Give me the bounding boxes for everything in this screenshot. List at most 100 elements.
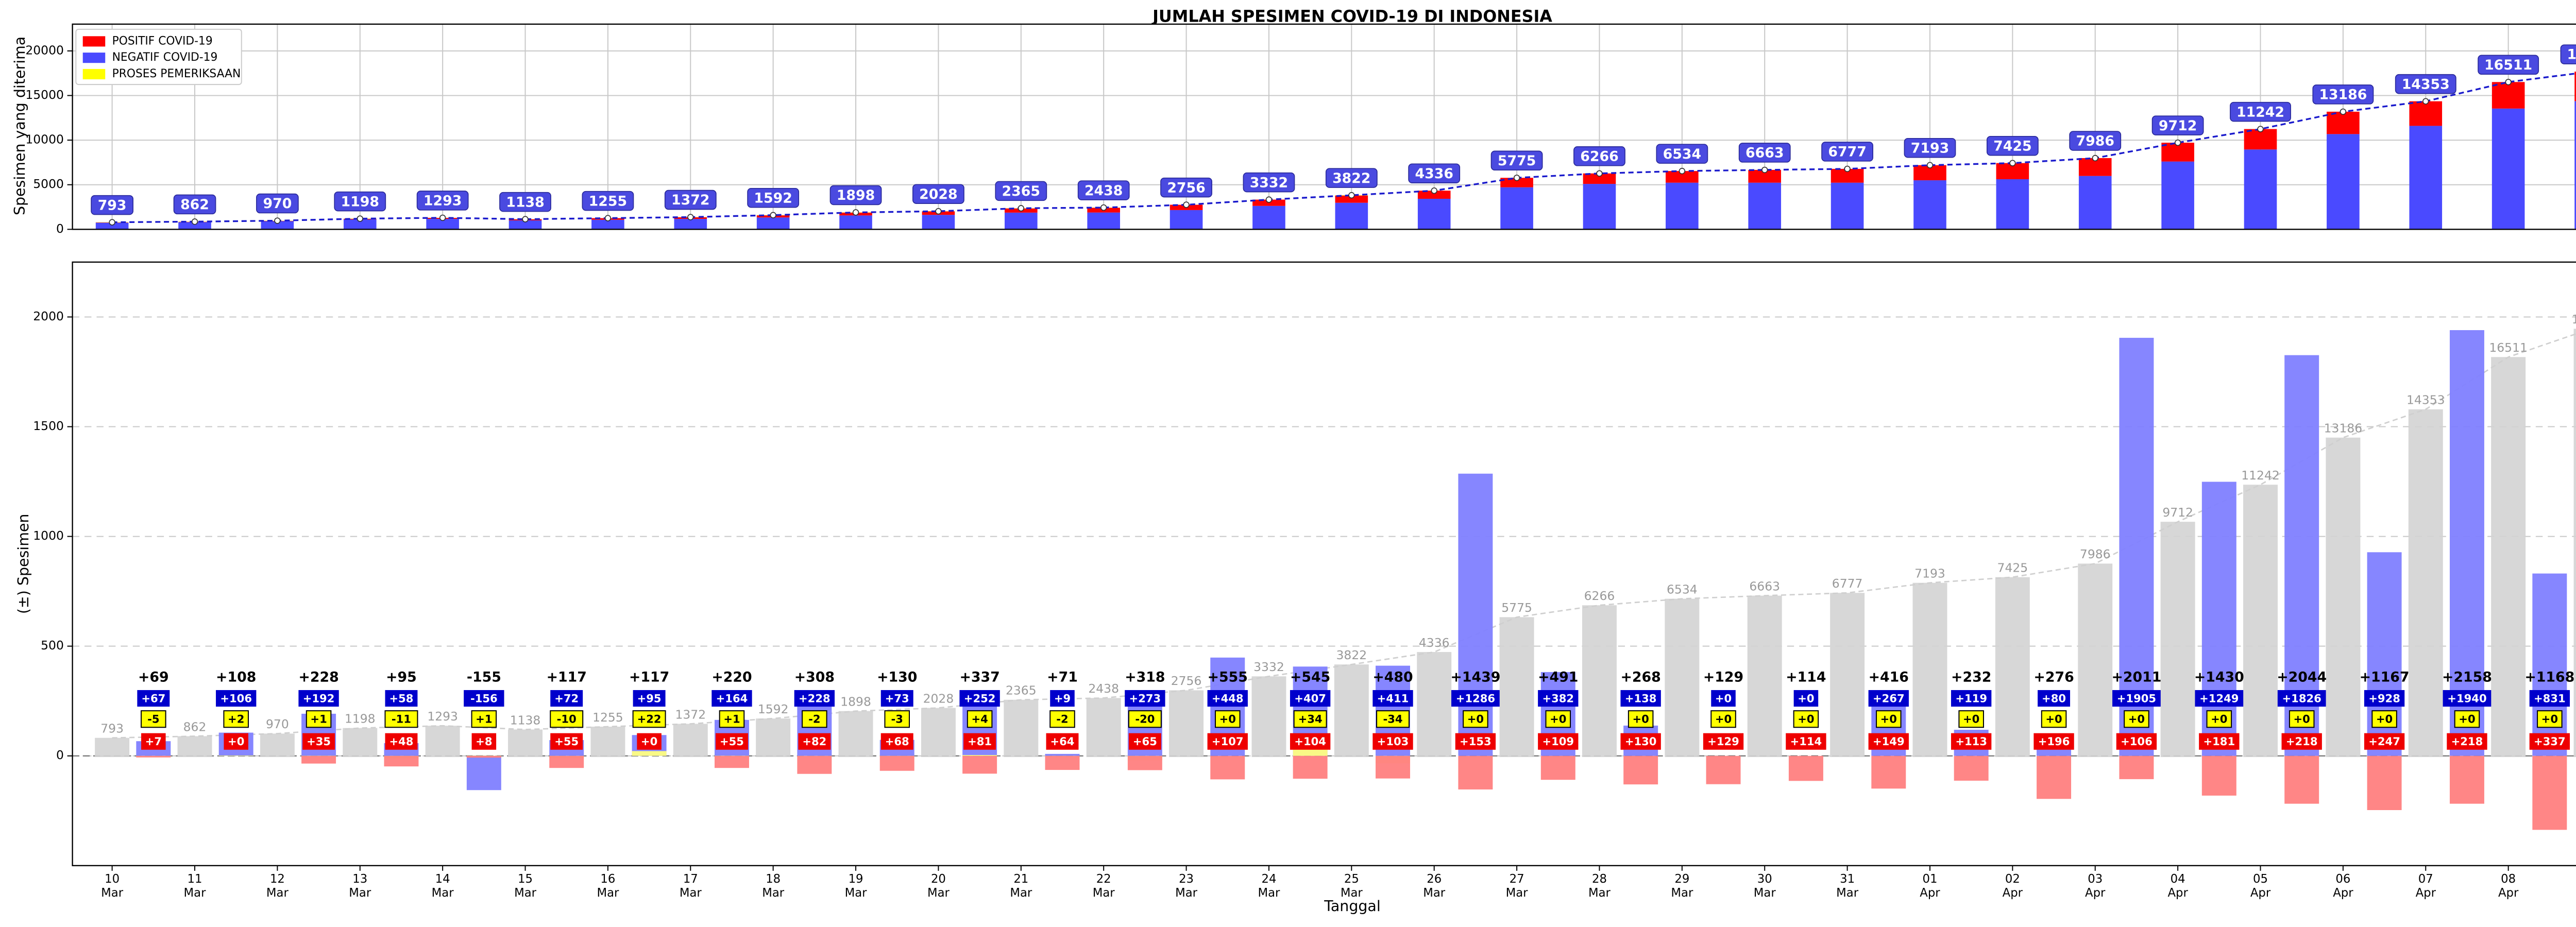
total-bar (1747, 595, 1782, 758)
bar-segment (839, 215, 872, 230)
total-label: 2028 (923, 691, 954, 706)
total-marker (935, 208, 942, 215)
change-label: +196 (2038, 735, 2070, 748)
total-line (112, 333, 2576, 739)
change-box (2041, 710, 2067, 728)
x-tick-label: Mar (1010, 886, 1032, 900)
change-bar (962, 756, 997, 774)
bar-segment (1583, 173, 1616, 184)
change-box (2454, 710, 2480, 728)
bar-segment (1005, 212, 1038, 230)
change-box (2447, 733, 2487, 750)
change-label: +407 (1294, 692, 1326, 705)
label-box (747, 187, 800, 208)
total-marker (357, 215, 363, 222)
data-label: 4336 (1415, 166, 1453, 182)
change-box (384, 710, 418, 728)
bar-segment (2409, 101, 2443, 126)
change-label: +109 (1542, 735, 1574, 748)
bar-segment (1335, 202, 1368, 230)
x-tick-label: 25 (1344, 872, 1359, 886)
bar-segment (2161, 161, 2194, 230)
x-tick-label: Mar (1341, 886, 1363, 900)
change-label: +0 (641, 735, 657, 748)
change-box (1372, 733, 1413, 750)
net-change-label: +95 (386, 669, 417, 685)
total-label: 970 (266, 717, 289, 731)
x-tick-label: 24 (1261, 872, 1276, 886)
change-box (1868, 733, 1909, 750)
data-label: 11242 (2236, 104, 2284, 120)
data-label: 1293 (423, 193, 462, 209)
change-box (2199, 733, 2240, 750)
change-label: +9 (1054, 692, 1071, 705)
change-label: -2 (808, 713, 820, 726)
change-label: +130 (1625, 735, 1657, 748)
label-box (1821, 142, 1873, 162)
change-box (967, 710, 993, 728)
change-label: -5 (147, 713, 159, 726)
change-box (884, 710, 910, 728)
total-bar (838, 711, 873, 758)
change-box (1125, 690, 1165, 707)
change-label: +1 (723, 713, 740, 726)
y-tick-label: 1500 (33, 419, 64, 433)
change-box (1207, 690, 1248, 707)
net-change-label: +69 (138, 669, 169, 685)
change-label: -20 (1135, 713, 1155, 726)
change-box (2364, 733, 2405, 750)
total-bar (1995, 577, 2030, 758)
total-marker (2009, 160, 2016, 166)
label-box (91, 195, 133, 215)
total-bar (1169, 690, 1204, 758)
data-label: 2756 (1167, 180, 1206, 196)
net-change-label: +268 (1620, 669, 1660, 685)
bar-segment (922, 215, 955, 230)
total-marker (274, 217, 281, 224)
change-label: +107 (1212, 735, 1244, 748)
total-bar (260, 733, 295, 758)
change-bar (1458, 473, 1493, 756)
label-box (1904, 138, 1956, 158)
net-change-label: +71 (1047, 669, 1078, 685)
plot-frame (72, 23, 2576, 230)
change-label: +218 (2286, 735, 2318, 748)
x-tick-label: Apr (2333, 886, 2353, 900)
change-bar (136, 756, 171, 758)
total-marker (191, 218, 198, 225)
change-bar (962, 755, 997, 756)
total-marker (109, 219, 115, 226)
change-box (141, 710, 166, 728)
x-tick-label: Mar (1258, 886, 1280, 900)
x-tick-label: Mar (184, 886, 207, 900)
bar-segment (1583, 184, 1616, 230)
total-bar (756, 718, 791, 758)
x-tick-label: Apr (2416, 886, 2436, 900)
change-bar (1788, 756, 1823, 781)
change-box (1376, 710, 1410, 728)
total-label: 16511 (2489, 340, 2528, 355)
bar-segment (1087, 212, 1120, 230)
total-bar (673, 724, 708, 758)
total-marker (852, 209, 859, 216)
total-label: 14353 (2406, 393, 2445, 407)
legend-label: NEGATIF COVID-19 (112, 51, 218, 64)
bar-segment (756, 217, 790, 230)
total-bar (1830, 593, 1865, 758)
change-box (716, 733, 748, 750)
total-marker (1431, 187, 1437, 194)
change-label: +8 (476, 735, 492, 748)
change-box (2277, 690, 2326, 707)
y-tick-label: 2000 (33, 309, 64, 323)
label-box (664, 190, 717, 210)
x-tick-label: 10 (105, 872, 120, 886)
total-bar (1251, 676, 1286, 758)
total-bar (1665, 598, 1700, 758)
bar-segment (591, 219, 624, 230)
data-label: 7425 (1993, 138, 2031, 154)
x-tick-label: Mar (680, 886, 702, 900)
change-label: +164 (716, 692, 748, 705)
net-change-label: +491 (1538, 669, 1578, 685)
bar-segment (2409, 126, 2443, 230)
